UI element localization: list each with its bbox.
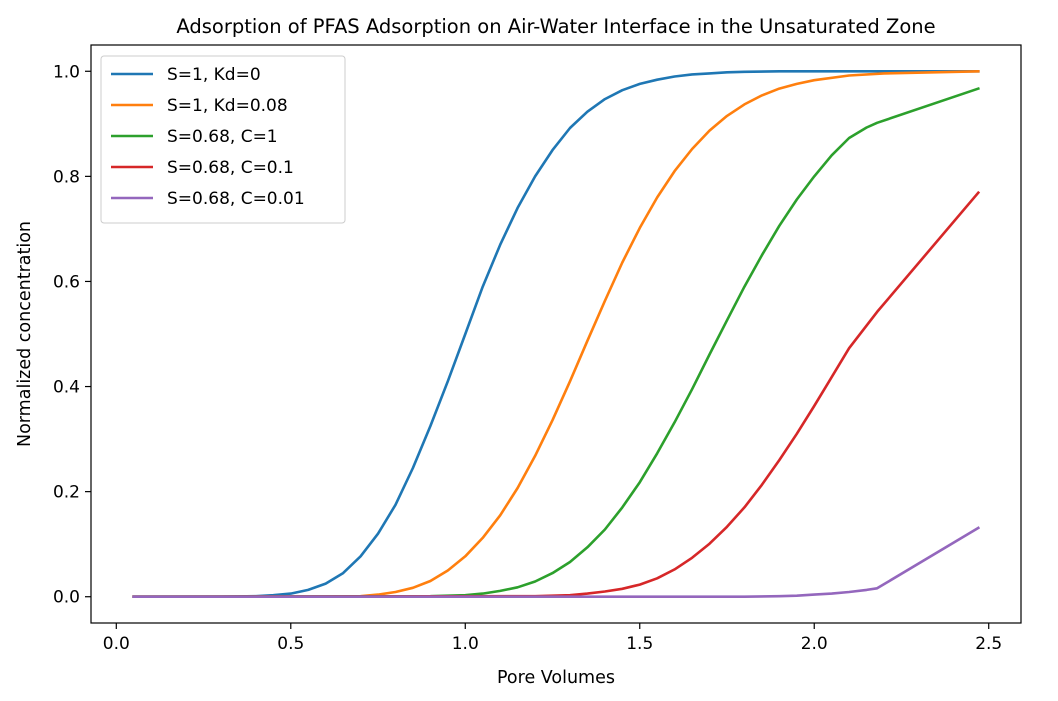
y-tick-label: 0.4 (53, 378, 80, 398)
x-axis-label: Pore Volumes (497, 668, 615, 688)
y-axis: 0.0 0.2 0.4 0.6 0.8 1.0 (53, 62, 91, 608)
x-tick-label: 1.5 (626, 634, 653, 654)
legend-label-3: S=0.68, C=1 (167, 127, 278, 147)
y-axis-label: Normalized concentration (15, 221, 35, 447)
plot-area (132, 69, 981, 599)
legend: S=1, Kd=0 S=1, Kd=0.08 S=0.68, C=1 S=0.68, … (100, 55, 346, 224)
x-tick-label: 2.0 (801, 634, 828, 654)
series-line-3 (132, 86, 980, 599)
legend-label-4: S=0.68, C=0.1 (167, 158, 294, 178)
y-tick-label: 1.0 (53, 62, 80, 82)
x-tick-label: 1.0 (452, 634, 479, 654)
legend-box (100, 55, 346, 224)
series-line-4 (132, 190, 981, 599)
legend-label-5: S=0.68, C=0.01 (167, 189, 305, 209)
series-line-1 (132, 70, 980, 599)
y-tick-label: 0.2 (53, 483, 80, 503)
chart-title: Adsorption of PFAS Adsorption on Air-Wat… (176, 15, 935, 38)
y-tick-label: 0.0 (53, 588, 80, 608)
y-tick-label: 0.8 (53, 167, 80, 187)
legend-label-2: S=1, Kd=0.08 (167, 96, 288, 116)
series-line-5 (132, 526, 981, 599)
x-axis: 0.0 0.5 1.0 1.5 2.0 2.5 (103, 623, 1002, 654)
legend-label-1: S=1, Kd=0 (167, 65, 261, 85)
series-line-2 (132, 69, 980, 599)
x-tick-label: 0.5 (277, 634, 304, 654)
x-tick-label: 2.5 (975, 634, 1002, 654)
axes-frame (90, 44, 1022, 624)
x-tick-label: 0.0 (103, 634, 130, 654)
y-tick-label: 0.6 (53, 272, 80, 292)
